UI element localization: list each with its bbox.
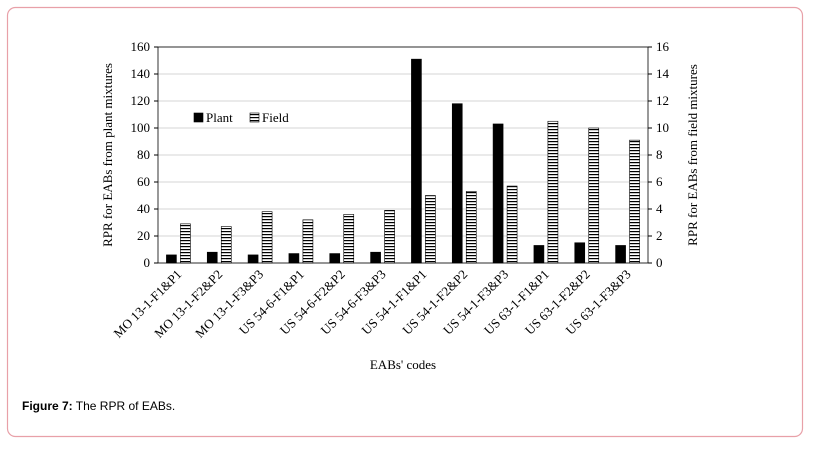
bar [492,123,504,264]
legend-swatch [249,112,260,123]
bar [180,223,191,264]
bar [261,211,273,264]
y-axis-title: RPR for EABs from plant mixtures [100,63,115,247]
bar [370,251,381,264]
caption-label: Figure 7: [22,399,73,413]
legend-box [190,108,302,127]
bar [343,214,355,264]
y2-tick-label: 8 [656,147,663,162]
legend-label: Field [262,110,289,125]
bar [574,242,586,264]
bar [425,195,436,264]
y2-tick-label: 10 [656,120,669,135]
y-tick-label: 20 [137,228,150,243]
y2-tick-label: 14 [656,66,670,81]
bar [533,245,545,264]
plot-frame [157,46,649,264]
bar [547,120,559,264]
bar [220,226,232,264]
bar [302,219,314,264]
bar [588,127,600,264]
y2-tick-label: 0 [656,255,663,270]
y-tick-label: 140 [131,66,151,81]
y2-tick-label: 12 [656,93,669,108]
legend-swatch [193,112,204,123]
y2-tick-label: 6 [656,174,663,189]
bar [411,58,422,264]
y-tick-label: 0 [144,255,151,270]
y-tick-label: 160 [131,39,151,54]
y-tick-label: 120 [131,93,151,108]
bar [384,210,395,264]
bar [506,185,518,264]
y-tick-label: 100 [131,120,151,135]
bar [206,251,218,264]
bar [166,254,177,264]
x-axis-title: EABs' codes [370,357,436,372]
y-tick-label: 80 [137,147,150,162]
frame [6,6,804,438]
bar [288,253,300,264]
bar [629,139,640,264]
y2-tick-label: 4 [656,201,663,216]
y-tick-label: 60 [137,174,150,189]
bar [329,253,341,264]
caption-text: The RPR of EABs. [76,399,175,413]
caption: Figure 7: The RPR of EABs. [22,399,175,413]
bar [465,191,477,264]
y2-tick-label: 16 [656,39,670,54]
y-tick-label: 40 [137,201,150,216]
y2-tick-label: 2 [656,228,663,243]
bar [247,254,259,264]
y2-axis-title: RPR for EABs from field mixtures [685,64,700,246]
legend-label: Plant [206,110,233,125]
bar [451,103,463,264]
bar [615,245,626,264]
